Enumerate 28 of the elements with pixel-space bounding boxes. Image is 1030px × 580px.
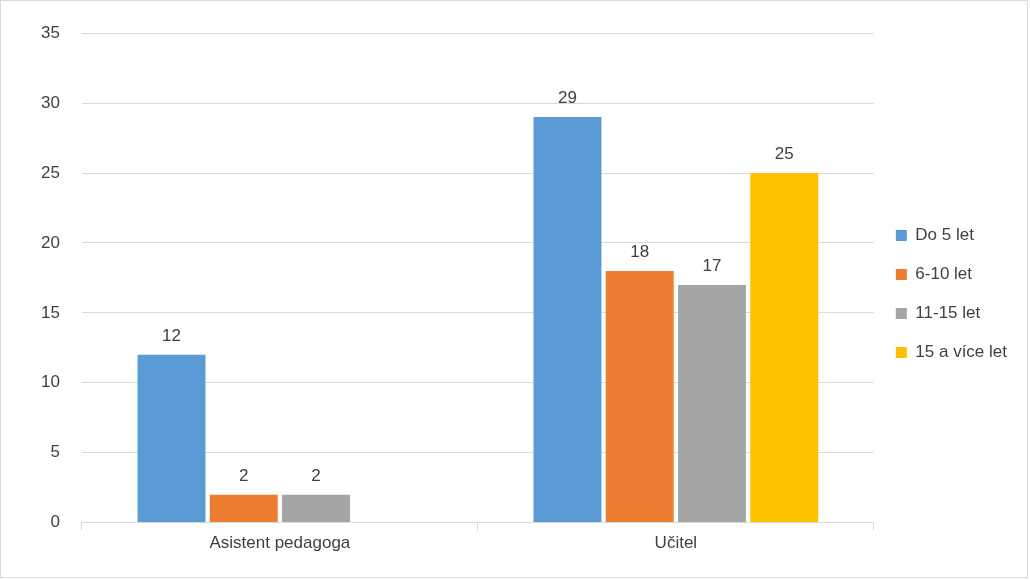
x-tick-label: Učitel bbox=[654, 533, 698, 553]
legend-label: 15 a více let bbox=[915, 342, 1008, 362]
data-label: 2 bbox=[311, 465, 321, 485]
bar bbox=[209, 494, 278, 523]
bar bbox=[533, 117, 602, 523]
legend-label: 11-15 let bbox=[915, 303, 981, 323]
data-label: 12 bbox=[162, 325, 181, 345]
y-tick-label: 30 bbox=[40, 92, 60, 112]
legend-label: Do 5 let bbox=[915, 225, 975, 245]
y-tick-label: 15 bbox=[40, 302, 60, 322]
bar bbox=[137, 354, 206, 523]
x-tick-label: Asistent pedagoga bbox=[209, 533, 351, 553]
bar bbox=[678, 284, 746, 523]
bar bbox=[750, 173, 819, 523]
bar bbox=[282, 494, 350, 523]
data-label: 17 bbox=[702, 256, 722, 276]
data-label: 2 bbox=[239, 465, 249, 485]
data-label: 25 bbox=[774, 144, 794, 164]
y-tick-label: 35 bbox=[40, 22, 60, 42]
y-tick-label: 20 bbox=[40, 232, 60, 252]
data-label: 29 bbox=[558, 88, 577, 108]
bar bbox=[605, 270, 674, 523]
y-tick-label: 0 bbox=[50, 512, 60, 532]
y-tick-label: 10 bbox=[40, 372, 60, 392]
y-tick-label: 5 bbox=[50, 442, 60, 462]
legend-label: 6-10 let bbox=[915, 264, 973, 284]
y-tick-label: 25 bbox=[40, 162, 60, 182]
data-label: 18 bbox=[630, 242, 650, 262]
